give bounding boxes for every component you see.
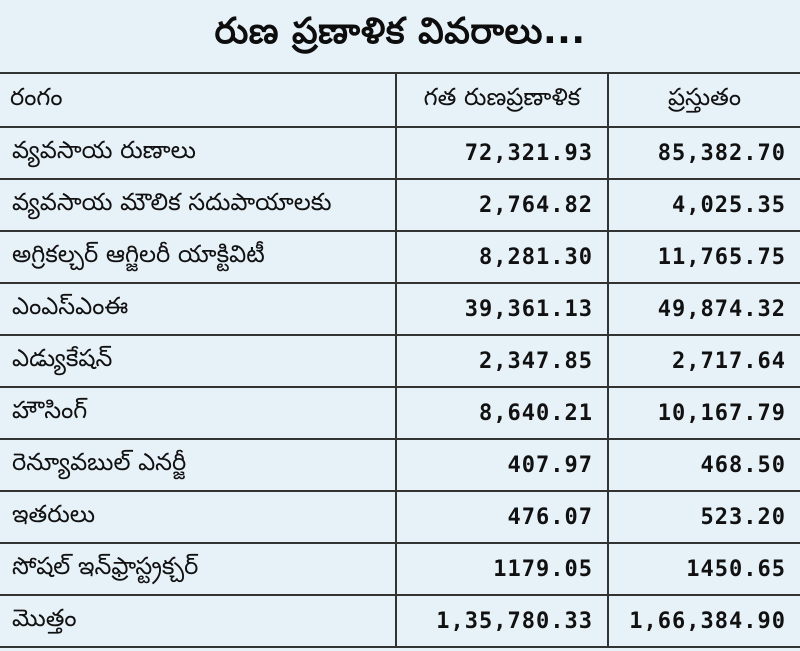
header-current: ప్రస్తుతం — [607, 72, 800, 127]
row-current: 523.20 — [607, 490, 800, 543]
total-row: మొత్తం 1,35,780.33 1,66,384.90 — [0, 594, 800, 648]
row-sector: ఎడ్యుకేషన్ — [0, 334, 396, 387]
row-sector: హౌసింగ్ — [0, 386, 396, 439]
table-row: ఎడ్యుకేషన్ 2,347.85 2,717.64 — [0, 334, 800, 387]
row-previous: 39,361.13 — [395, 282, 608, 335]
row-previous: 2,347.85 — [395, 334, 608, 387]
row-current: 4,025.35 — [607, 178, 800, 231]
row-sector: రెన్యూవబుల్ ఎనర్జీ — [0, 438, 396, 491]
row-current: 10,167.79 — [607, 386, 800, 439]
row-previous: 8,640.21 — [395, 386, 608, 439]
row-previous: 2,764.82 — [395, 178, 608, 231]
table-row: ఇతరులు 476.07 523.20 — [0, 490, 800, 543]
row-current: 85,382.70 — [607, 126, 800, 179]
table-row: వ్యవసాయ మౌలిక సదుపాయాలకు 2,764.82 4,025.… — [0, 178, 800, 231]
table-row: రెన్యూవబుల్ ఎనర్జీ 407.97 468.50 — [0, 438, 800, 491]
total-label: మొత్తం — [0, 594, 396, 648]
table-title: రుణ ప్రణాళిక వివరాలు... — [214, 11, 586, 52]
row-sector: ఎంఎస్ఎంఈ — [0, 282, 396, 335]
row-sector: సోషల్ ఇన్‌ఫ్రాస్ట్రక్చర్ — [0, 542, 396, 595]
header-row: రంగం గత రుణప్రణాళిక ప్రస్తుతం — [0, 72, 800, 127]
header-sector: రంగం — [0, 72, 396, 127]
row-current: 468.50 — [607, 438, 800, 491]
row-sector: అగ్రికల్చర్ ఆగ్జిలరీ యాక్టివిటీ — [0, 230, 396, 283]
table-row: ఎంఎస్ఎంఈ 39,361.13 49,874.32 — [0, 282, 800, 335]
row-sector: ఇతరులు — [0, 490, 396, 543]
row-current: 11,765.75 — [607, 230, 800, 283]
total-previous: 1,35,780.33 — [395, 594, 608, 648]
loan-plan-table: రంగం గత రుణప్రణాళిక ప్రస్తుతం వ్యవసాయ రు… — [0, 72, 800, 648]
header-previous-plan: గత రుణప్రణాళిక — [395, 72, 608, 127]
table-row: వ్యవసాయ రుణాలు 72,321.93 85,382.70 — [0, 126, 800, 179]
row-previous: 1179.05 — [395, 542, 608, 595]
table-row: సోషల్ ఇన్‌ఫ్రాస్ట్రక్చర్ 1179.05 1450.65 — [0, 542, 800, 595]
total-current: 1,66,384.90 — [607, 594, 800, 648]
table-row: అగ్రికల్చర్ ఆగ్జిలరీ యాక్టివిటీ 8,281.30… — [0, 230, 800, 283]
row-sector: వ్యవసాయ మౌలిక సదుపాయాలకు — [0, 178, 396, 231]
row-previous: 476.07 — [395, 490, 608, 543]
table-row: హౌసింగ్ 8,640.21 10,167.79 — [0, 386, 800, 439]
row-sector: వ్యవసాయ రుణాలు — [0, 126, 396, 179]
row-previous: 72,321.93 — [395, 126, 608, 179]
row-previous: 8,281.30 — [395, 230, 608, 283]
row-previous: 407.97 — [395, 438, 608, 491]
row-current: 1450.65 — [607, 542, 800, 595]
row-current: 49,874.32 — [607, 282, 800, 335]
row-current: 2,717.64 — [607, 334, 800, 387]
